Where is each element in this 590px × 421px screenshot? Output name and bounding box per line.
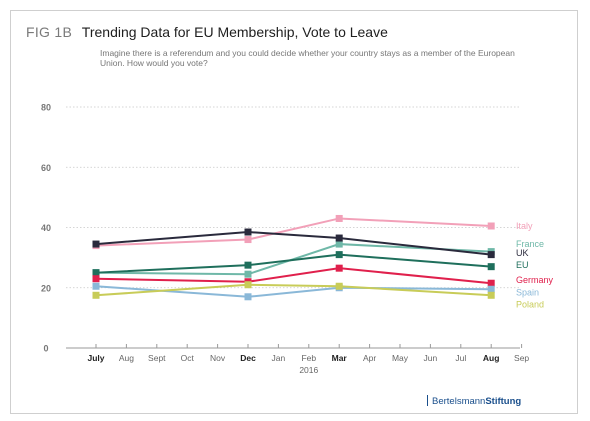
x-tick-label: Nov [210,353,226,363]
y-tick-label: 0 [43,344,48,354]
chart-title: Trending Data for EU Membership, Vote to… [81,24,388,40]
chart-header: FIG 1B Trending Data for EU Membership, … [26,24,388,40]
series-line-italy [95,217,492,247]
series-label-uk: UK [516,248,529,258]
x-tick-label: May [392,353,409,363]
x-year-label: 2016 [299,365,318,375]
data-point-uk [244,228,252,236]
x-tick-label: Sept [148,353,166,363]
data-point-france [335,240,343,248]
x-tick-label: July [87,353,104,363]
data-point-poland [335,282,343,290]
data-point-spain [92,282,100,290]
data-point-spain [244,293,252,301]
data-point-poland [244,281,252,289]
x-tick-label: Apr [363,353,376,363]
y-tick-label: 20 [41,283,51,293]
series-line-uk [95,231,492,256]
brand-logo: BertelsmannStiftung [427,395,521,407]
series-label-spain: Spain [516,287,539,297]
series-line-spain [95,285,492,298]
x-tick-label: Aug [483,353,500,363]
chart-subtitle: Imagine there is a referendum and you co… [100,48,515,68]
data-point-france [244,270,252,278]
data-point-uk [335,234,343,242]
series-line-poland [95,283,492,297]
x-tick-label: Jun [424,353,438,363]
series-label-germany: Germany [516,275,554,285]
figure-label: FIG 1B [26,24,73,40]
data-point-eu [487,263,495,271]
series-label-poland: Poland [516,299,544,309]
data-point-germany [92,275,100,283]
y-tick-label: 80 [41,103,51,113]
data-point-poland [487,291,495,299]
data-point-italy [487,222,495,230]
data-point-eu [335,251,343,259]
x-tick-label: Jul [455,353,466,363]
data-point-uk [487,251,495,259]
chart-frame [10,10,578,414]
x-tick-label: Oct [181,353,195,363]
brand-bar [427,395,428,406]
series-line-germany [95,267,492,285]
x-tick-label: Dec [240,353,256,363]
brand-name-regular: Bertelsmann [432,396,486,407]
data-point-spain [487,285,495,293]
data-point-germany [335,264,343,272]
data-point-uk [92,240,100,248]
brand-name-bold: Stiftung [485,396,522,407]
data-point-italy [244,236,252,244]
data-point-eu [92,269,100,277]
y-tick-label: 40 [41,223,51,233]
series-label-italy: Italy [516,221,533,231]
x-tick-label: Feb [301,353,316,363]
x-tick-label: Aug [119,353,134,363]
series-label-france: France [516,239,544,249]
series-label-eu: EU [516,260,529,270]
data-point-italy [335,214,343,222]
data-point-eu [244,261,252,269]
x-tick-label: Jan [272,353,286,363]
x-tick-label: Mar [332,353,348,363]
x-tick-label: Sep [514,353,529,363]
series-line-eu [95,253,492,274]
y-tick-label: 60 [41,163,51,173]
data-point-germany [487,279,495,287]
data-point-poland [92,291,100,299]
